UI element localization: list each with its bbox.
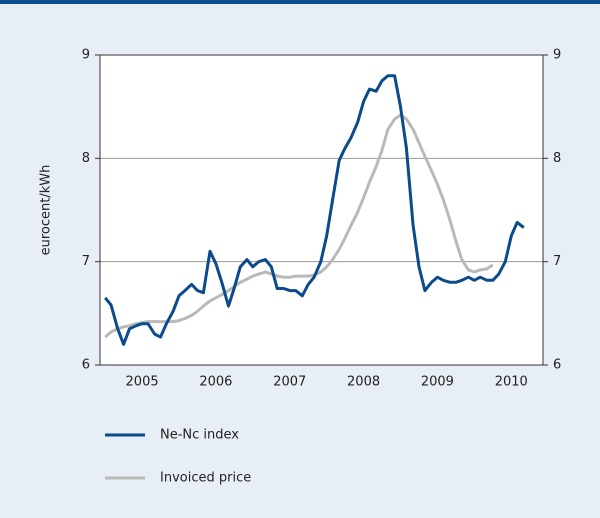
plot-frame (99, 54, 544, 366)
top-rule (0, 0, 600, 4)
series-line (104, 113, 494, 339)
series-line (104, 74, 525, 346)
y2-tick-label: 7 (553, 254, 561, 269)
x-tick-label: 2005 (126, 375, 159, 390)
x-tick-label: 2010 (495, 375, 528, 390)
y-tick-label: 7 (82, 254, 90, 269)
y2-tick-label: 8 (553, 151, 561, 166)
y-axis-label: eurocent/kWh (39, 165, 54, 256)
legend-label: Ne-Nc index (160, 428, 239, 443)
y-tick-label: 9 (82, 48, 90, 63)
x-tick-label: 2007 (273, 375, 306, 390)
plot-area (100, 55, 543, 365)
legend-label: Invoiced price (160, 471, 251, 486)
y-tick-label: 8 (82, 151, 90, 166)
x-tick-label: 2009 (421, 375, 454, 390)
y2-tick-label: 9 (553, 48, 561, 63)
y2-tick-label: 6 (553, 358, 561, 373)
x-tick-label: 2006 (199, 375, 232, 390)
x-tick-label: 2008 (347, 375, 380, 390)
y-tick-label: 6 (82, 358, 90, 373)
